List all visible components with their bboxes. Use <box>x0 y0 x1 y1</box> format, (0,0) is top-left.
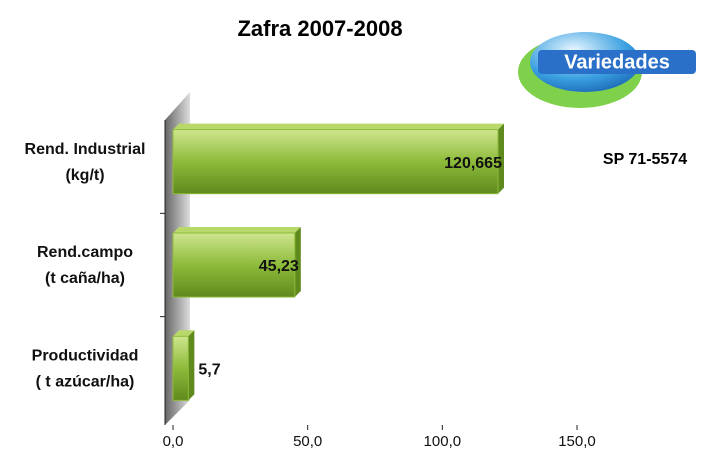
y-tick-label: Productividad <box>32 348 139 365</box>
y-tick-label: (t caña/ha) <box>45 270 125 287</box>
bar-top <box>173 123 504 130</box>
bar-side <box>497 123 504 194</box>
bar-side <box>294 226 301 298</box>
x-tick-label: 50,0 <box>293 433 322 450</box>
logo-band <box>538 50 696 74</box>
y-tick-label: Rend. Industrial <box>25 141 146 158</box>
y-tick-label: Rend.campo <box>37 244 133 261</box>
bar-top <box>173 226 301 233</box>
data-label: 45,23 <box>259 258 299 275</box>
bar-top <box>173 330 195 337</box>
x-tick-label: 100,0 <box>424 433 462 450</box>
bar <box>172 232 296 298</box>
x-tick-label: 0,0 <box>163 433 184 450</box>
y-tick-label: (kg/t) <box>65 167 104 184</box>
logo-text: Variedades <box>564 51 670 73</box>
bar <box>172 335 189 401</box>
bar-side <box>188 330 195 401</box>
chart-title: Zafra 2007-2008 <box>237 16 402 41</box>
bar <box>172 129 499 195</box>
annotation: SP 71-5574 <box>603 151 687 168</box>
data-label: 120,665 <box>444 155 502 172</box>
data-label: 5,7 <box>198 362 220 379</box>
x-tick-label: 150,0 <box>558 433 596 450</box>
logo: Variedades <box>518 32 696 108</box>
y-tick-label: ( t azúcar/ha) <box>36 374 135 391</box>
